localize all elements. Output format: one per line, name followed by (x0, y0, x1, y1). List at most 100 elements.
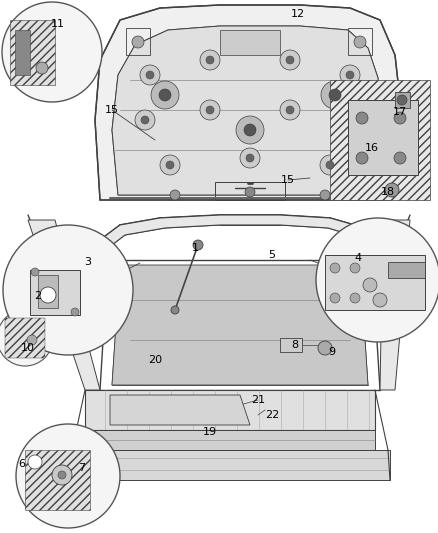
Polygon shape (38, 275, 58, 308)
Circle shape (356, 152, 368, 164)
Circle shape (240, 148, 260, 168)
Polygon shape (348, 100, 418, 175)
Circle shape (0, 310, 53, 366)
Polygon shape (28, 220, 100, 390)
Circle shape (286, 106, 294, 114)
Circle shape (206, 56, 214, 64)
Circle shape (394, 112, 406, 124)
Text: 10: 10 (21, 343, 35, 353)
Polygon shape (85, 390, 375, 430)
Circle shape (36, 62, 48, 74)
Circle shape (354, 36, 366, 48)
Circle shape (27, 335, 37, 345)
Circle shape (31, 268, 39, 276)
Circle shape (320, 190, 330, 200)
Circle shape (236, 116, 264, 144)
Circle shape (159, 89, 171, 101)
Circle shape (330, 263, 340, 273)
Circle shape (351, 116, 359, 124)
Circle shape (346, 71, 354, 79)
Polygon shape (280, 338, 302, 352)
Text: 1: 1 (191, 243, 198, 253)
Text: 19: 19 (203, 427, 217, 437)
Circle shape (3, 225, 133, 355)
Circle shape (193, 240, 203, 250)
Circle shape (350, 263, 360, 273)
Circle shape (2, 2, 102, 102)
Circle shape (350, 293, 360, 303)
Circle shape (206, 106, 214, 114)
Circle shape (330, 293, 340, 303)
Text: 9: 9 (328, 347, 336, 357)
Circle shape (28, 455, 42, 469)
Polygon shape (5, 318, 45, 358)
Circle shape (394, 152, 406, 164)
Circle shape (166, 161, 174, 169)
Circle shape (16, 424, 120, 528)
Circle shape (151, 81, 179, 109)
Circle shape (340, 65, 360, 85)
Circle shape (245, 187, 255, 197)
Circle shape (200, 50, 220, 70)
Text: 11: 11 (51, 19, 65, 29)
Polygon shape (25, 450, 90, 510)
Circle shape (280, 50, 300, 70)
Circle shape (316, 218, 438, 342)
Circle shape (385, 183, 399, 197)
Polygon shape (85, 430, 375, 450)
Circle shape (373, 293, 387, 307)
Circle shape (140, 65, 160, 85)
Polygon shape (15, 30, 30, 75)
Polygon shape (112, 26, 380, 195)
Circle shape (200, 100, 220, 120)
Circle shape (326, 161, 334, 169)
Circle shape (141, 116, 149, 124)
Text: 21: 21 (251, 395, 265, 405)
Text: 20: 20 (148, 355, 162, 365)
Circle shape (160, 155, 180, 175)
Circle shape (345, 110, 365, 130)
Polygon shape (395, 92, 410, 108)
Circle shape (363, 278, 377, 292)
Text: 5: 5 (268, 250, 276, 260)
Circle shape (286, 56, 294, 64)
Circle shape (320, 155, 340, 175)
Circle shape (40, 287, 56, 303)
Text: 7: 7 (78, 463, 85, 473)
Circle shape (170, 190, 180, 200)
Circle shape (329, 89, 341, 101)
Text: 15: 15 (105, 105, 119, 115)
Polygon shape (95, 5, 400, 200)
Polygon shape (10, 20, 55, 85)
Circle shape (71, 308, 79, 316)
Polygon shape (112, 265, 368, 385)
Circle shape (171, 306, 179, 314)
Circle shape (280, 100, 300, 120)
Text: 17: 17 (393, 107, 407, 117)
Text: 4: 4 (354, 253, 361, 263)
Polygon shape (110, 395, 250, 425)
Circle shape (52, 465, 72, 485)
Text: 8: 8 (291, 340, 299, 350)
Circle shape (321, 81, 349, 109)
Polygon shape (220, 30, 280, 55)
Circle shape (132, 36, 144, 48)
Text: 6: 6 (18, 459, 25, 469)
Text: 12: 12 (291, 9, 305, 19)
Polygon shape (330, 80, 430, 200)
Polygon shape (325, 255, 425, 310)
Circle shape (397, 95, 407, 105)
Circle shape (246, 154, 254, 162)
Text: 15: 15 (281, 175, 295, 185)
Polygon shape (100, 215, 380, 250)
Circle shape (318, 341, 332, 355)
Text: 22: 22 (265, 410, 279, 420)
Circle shape (135, 110, 155, 130)
Circle shape (58, 471, 66, 479)
Polygon shape (388, 262, 425, 278)
Text: 3: 3 (85, 257, 92, 267)
Circle shape (244, 124, 256, 136)
Circle shape (356, 112, 368, 124)
Polygon shape (380, 220, 410, 390)
Polygon shape (70, 450, 390, 480)
